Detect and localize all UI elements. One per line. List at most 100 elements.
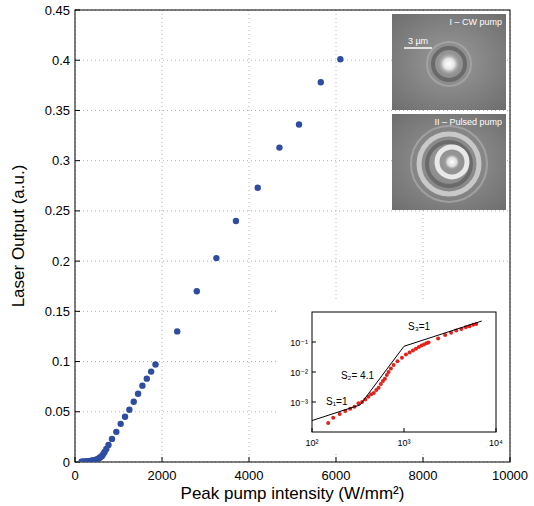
bright-spot — [437, 52, 461, 76]
tick-mark — [423, 457, 424, 462]
data-point — [318, 79, 324, 85]
data-point — [404, 353, 408, 357]
data-point — [139, 382, 145, 388]
data-point — [255, 185, 261, 191]
data-point — [194, 288, 200, 294]
fit-line — [404, 321, 482, 346]
tick-mark — [336, 457, 337, 462]
y-tick-label: 0 — [63, 455, 70, 470]
figure: 0 2000 4000 6000 8000 10000 0 0.05 0.1 0.15 0.2 0.2… — [0, 0, 534, 506]
y-tick-label: 0.25 — [45, 203, 70, 218]
tick-mark — [75, 261, 80, 262]
data-point — [148, 368, 154, 374]
tick-mark — [75, 210, 80, 211]
scale-bar — [404, 47, 432, 49]
data-point — [233, 218, 239, 224]
grid-line — [75, 110, 510, 111]
fit-labels: S₁=1S₂= 4.1S₃=1 — [326, 321, 431, 406]
data-point — [427, 340, 431, 344]
data-point — [131, 399, 137, 405]
ring — [427, 42, 471, 86]
grid-line — [75, 261, 510, 262]
data-point — [105, 442, 111, 448]
tick-mark — [404, 428, 405, 432]
y-tick-label: 0.35 — [45, 103, 70, 118]
bright-spot — [444, 154, 460, 170]
y-tick-label: 0.45 — [45, 3, 70, 18]
inner-ring — [437, 147, 467, 177]
data-point — [113, 429, 119, 435]
data-point — [109, 436, 115, 442]
grid — [75, 10, 510, 462]
x-tick-label: 10⁴ — [489, 438, 503, 448]
image-background — [392, 114, 506, 210]
data-point — [338, 412, 342, 416]
y-tick-label: 0.05 — [45, 404, 70, 419]
tick-mark — [75, 411, 80, 412]
outer-ring — [419, 134, 479, 194]
data-point — [337, 56, 343, 62]
tick-mark — [75, 110, 80, 111]
plot-frame — [75, 10, 510, 462]
data-point — [396, 359, 400, 363]
dark-ring — [427, 142, 471, 186]
x-tick-label: 8000 — [409, 468, 438, 483]
data-point — [331, 416, 335, 420]
x-tick-label: 10³ — [397, 438, 410, 448]
data-point — [276, 144, 282, 150]
x-tick-label: 6000 — [322, 468, 351, 483]
y-tick-label: 0.4 — [52, 53, 70, 68]
plot-background — [75, 10, 510, 462]
grid-line — [75, 210, 510, 211]
slope-label: S₁=1 — [326, 396, 348, 407]
y-axis-title: Laser Output (a.u.) — [9, 165, 28, 308]
grid-line — [162, 10, 163, 462]
tick-mark — [312, 402, 316, 403]
y-tick-label: 0.15 — [45, 304, 70, 319]
tick-mark — [75, 160, 80, 161]
beam-image: II – Pulsed pump — [392, 114, 506, 210]
x-tick-label: 4000 — [235, 468, 264, 483]
y-tick-label: 10⁻¹ — [290, 338, 308, 348]
data-point — [152, 361, 158, 367]
data-point — [135, 390, 141, 396]
data-point — [389, 367, 393, 371]
image-label: I – CW pump — [449, 17, 502, 27]
y-tick-label: 10⁻³ — [290, 398, 308, 408]
data-point — [400, 356, 404, 360]
fit-line — [312, 405, 360, 421]
x-axis-title: Peak pump intensity (W/mm²) — [181, 484, 405, 503]
tick-mark — [162, 457, 163, 462]
data-point — [213, 255, 219, 261]
grid-line — [249, 10, 250, 462]
y-tick-label: 0.2 — [52, 254, 70, 269]
main-points — [78, 56, 343, 462]
tick-mark — [75, 60, 80, 61]
slope-label: S₂= 4.1 — [341, 370, 375, 381]
ticks: 0 2000 4000 6000 8000 10000 0 0.05 0.1 0.15 0.2 0.2… — [45, 3, 528, 484]
data-point — [122, 414, 128, 420]
tick-mark — [75, 311, 80, 312]
inset-frame — [312, 312, 496, 432]
image-background — [392, 14, 506, 110]
x-tick-label: 0 — [71, 468, 78, 483]
data-point — [436, 337, 440, 341]
x-tick-label: 10000 — [492, 468, 528, 483]
tick-mark — [312, 372, 316, 373]
scale-bar-label: 3 µm — [408, 36, 428, 46]
data-point — [383, 377, 387, 381]
dark-ring — [433, 48, 465, 80]
x-tick-label: 2000 — [148, 468, 177, 483]
y-tick-label: 0.1 — [52, 354, 70, 369]
tick-mark — [249, 457, 250, 462]
inset-background — [278, 302, 508, 454]
tick-mark — [75, 361, 80, 362]
inset-marks — [312, 321, 482, 425]
data-point — [377, 386, 381, 390]
y-tick-label: 0.3 — [52, 153, 70, 168]
ring — [411, 126, 487, 202]
data-point — [387, 370, 391, 374]
data-point — [117, 421, 123, 427]
data-point — [326, 421, 330, 425]
image-label: II – Pulsed pump — [434, 117, 502, 127]
